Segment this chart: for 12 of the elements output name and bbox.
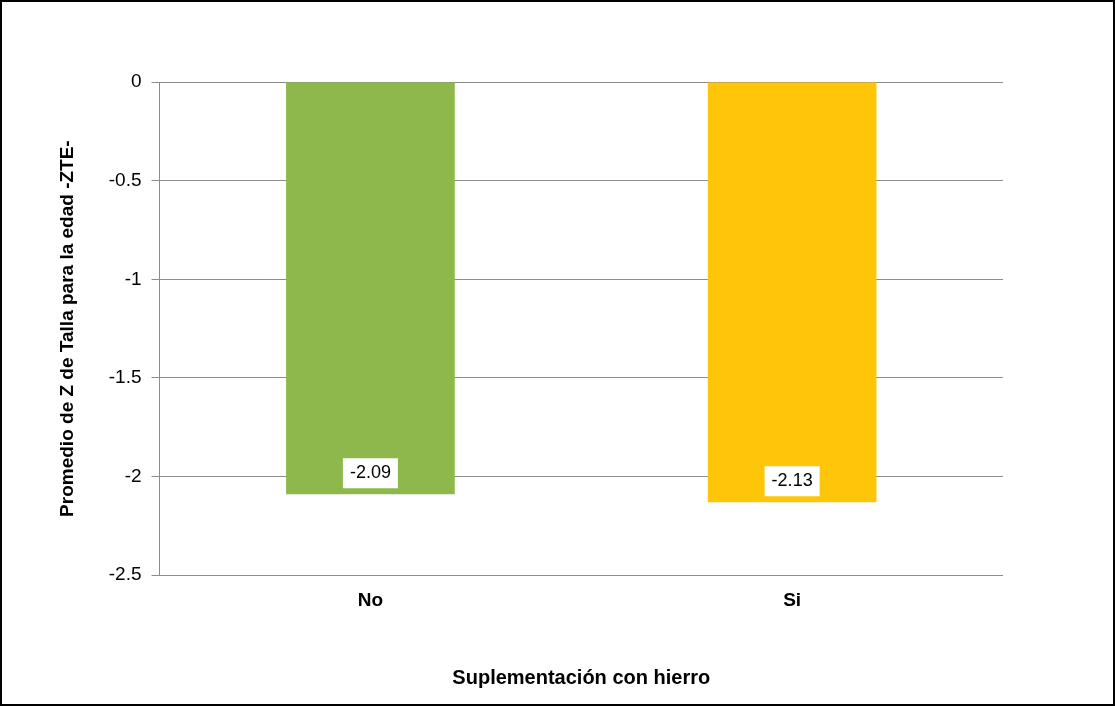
y-tick-label: 0	[130, 70, 142, 92]
y-tick-label: -0.5	[108, 168, 142, 190]
y-tick-label: -1.5	[108, 366, 142, 388]
x-tick-label: Si	[783, 588, 802, 610]
data-label: -2.13	[771, 470, 813, 491]
y-tick-label: -2.5	[108, 563, 142, 585]
x-axis-title: Suplementación con hierro	[452, 665, 711, 688]
y-axis-title: Promedio de Z de Talla para la edad -ZTE-	[55, 140, 77, 517]
data-label: -2.09	[349, 462, 391, 483]
y-tick-label: -1	[124, 267, 142, 289]
y-tick-label: -2	[124, 464, 142, 486]
x-tick-label: No	[357, 588, 384, 610]
